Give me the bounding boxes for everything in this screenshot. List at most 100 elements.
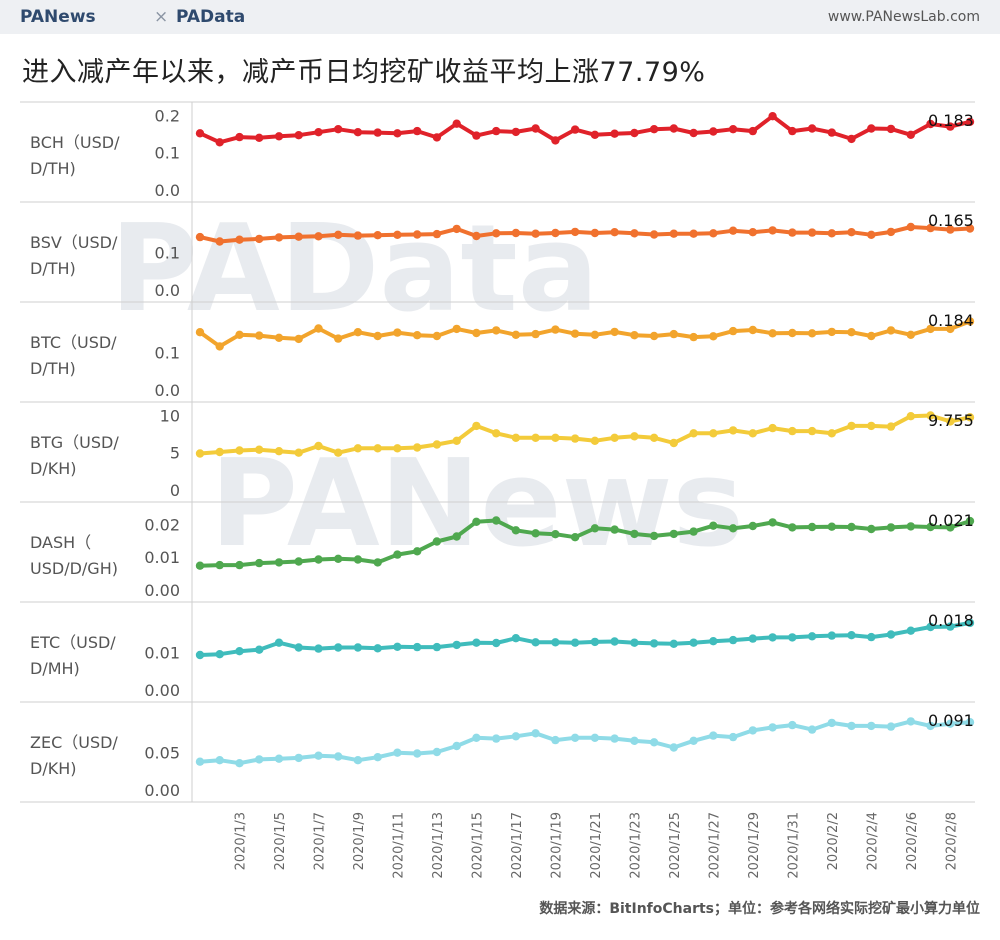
data-point <box>906 522 915 531</box>
series-line-dash <box>198 518 972 568</box>
end-value-label: 9.755 <box>928 411 974 430</box>
data-point <box>215 560 224 570</box>
data-point <box>215 756 224 765</box>
data-point <box>373 331 382 341</box>
x-tick-label: 2020/2/4 <box>865 812 880 870</box>
data-point <box>511 228 521 238</box>
data-point <box>492 229 501 238</box>
data-point <box>215 650 224 659</box>
x-tick-label: 2020/1/7 <box>312 812 327 870</box>
data-point <box>274 754 284 763</box>
data-point <box>215 342 224 351</box>
data-point <box>768 633 777 642</box>
logo-separator: × <box>154 7 169 27</box>
data-point <box>867 124 876 133</box>
data-point <box>827 327 836 337</box>
data-point <box>867 721 876 731</box>
data-point <box>728 326 738 336</box>
panel-ylabel: D/MH) <box>30 659 80 678</box>
data-point <box>334 125 343 134</box>
data-point <box>768 423 777 433</box>
data-point <box>590 130 600 139</box>
data-point <box>669 743 678 752</box>
data-point <box>630 432 639 441</box>
x-tick-label: 2020/1/19 <box>549 812 564 879</box>
series-line-btc <box>198 319 972 349</box>
data-point <box>926 324 935 334</box>
data-point <box>551 136 560 145</box>
data-point <box>570 329 580 338</box>
data-point <box>669 529 678 539</box>
data-point <box>689 229 698 238</box>
end-value-label: 0.165 <box>928 211 974 230</box>
data-point <box>334 334 343 343</box>
data-point <box>590 330 600 339</box>
data-point <box>649 531 659 541</box>
data-point <box>511 330 521 339</box>
padata-logo: PAData <box>176 7 246 27</box>
data-point <box>649 738 659 747</box>
data-point <box>788 720 797 730</box>
series-line-btg <box>198 413 972 456</box>
data-point <box>590 228 600 238</box>
data-point <box>807 522 817 532</box>
data-point <box>235 560 244 570</box>
data-point <box>965 718 975 727</box>
data-point <box>393 550 402 559</box>
data-point <box>531 729 540 738</box>
series-line-bsv <box>198 225 972 244</box>
panel-ylabel: ETC（USD/ <box>30 633 116 652</box>
data-point <box>689 736 698 745</box>
data-point <box>709 731 718 740</box>
data-point <box>314 128 323 137</box>
data-point <box>255 331 264 340</box>
data-point <box>827 631 836 640</box>
data-point <box>965 317 975 326</box>
data-point <box>886 422 896 431</box>
data-point <box>906 222 915 232</box>
watermark-panews: PANews <box>210 435 744 574</box>
data-point <box>610 525 619 534</box>
data-point <box>709 229 718 238</box>
data-point <box>235 759 244 768</box>
panel-ylabel: BTG（USD/ <box>30 433 119 452</box>
data-point <box>847 421 856 431</box>
data-point <box>274 447 284 456</box>
data-point <box>926 119 935 129</box>
data-point <box>768 723 777 732</box>
data-point <box>472 231 481 241</box>
data-point <box>689 332 698 342</box>
data-point <box>610 129 619 138</box>
data-point <box>906 626 915 635</box>
data-point <box>492 326 501 335</box>
panel-ylabel: BTC（USD/ <box>30 333 117 352</box>
data-point <box>334 752 343 761</box>
data-point <box>413 331 422 340</box>
panel-ylabel: BSV（USD/ <box>30 233 118 252</box>
data-point <box>373 644 382 653</box>
data-point <box>492 638 501 648</box>
data-point <box>353 128 363 137</box>
data-point <box>215 237 224 246</box>
data-point <box>709 127 718 136</box>
data-point <box>946 523 955 532</box>
data-point <box>728 226 738 235</box>
panews-logo: PANews <box>20 7 96 27</box>
series-line-bch <box>198 114 972 145</box>
data-point <box>235 446 244 455</box>
data-point <box>432 440 442 449</box>
data-point <box>452 436 461 445</box>
data-point <box>393 129 402 138</box>
data-point <box>551 638 560 647</box>
data-point <box>965 516 975 526</box>
panel-ylabel: D/TH) <box>30 359 76 378</box>
data-point <box>413 749 422 758</box>
x-tick-label: 2020/1/25 <box>668 812 683 879</box>
data-point <box>768 329 777 338</box>
end-value-label: 0.091 <box>928 711 974 730</box>
x-tick-label: 2020/1/5 <box>273 812 288 870</box>
data-point <box>768 112 777 121</box>
data-point <box>551 735 560 745</box>
data-point <box>551 433 560 442</box>
data-point <box>294 448 303 457</box>
